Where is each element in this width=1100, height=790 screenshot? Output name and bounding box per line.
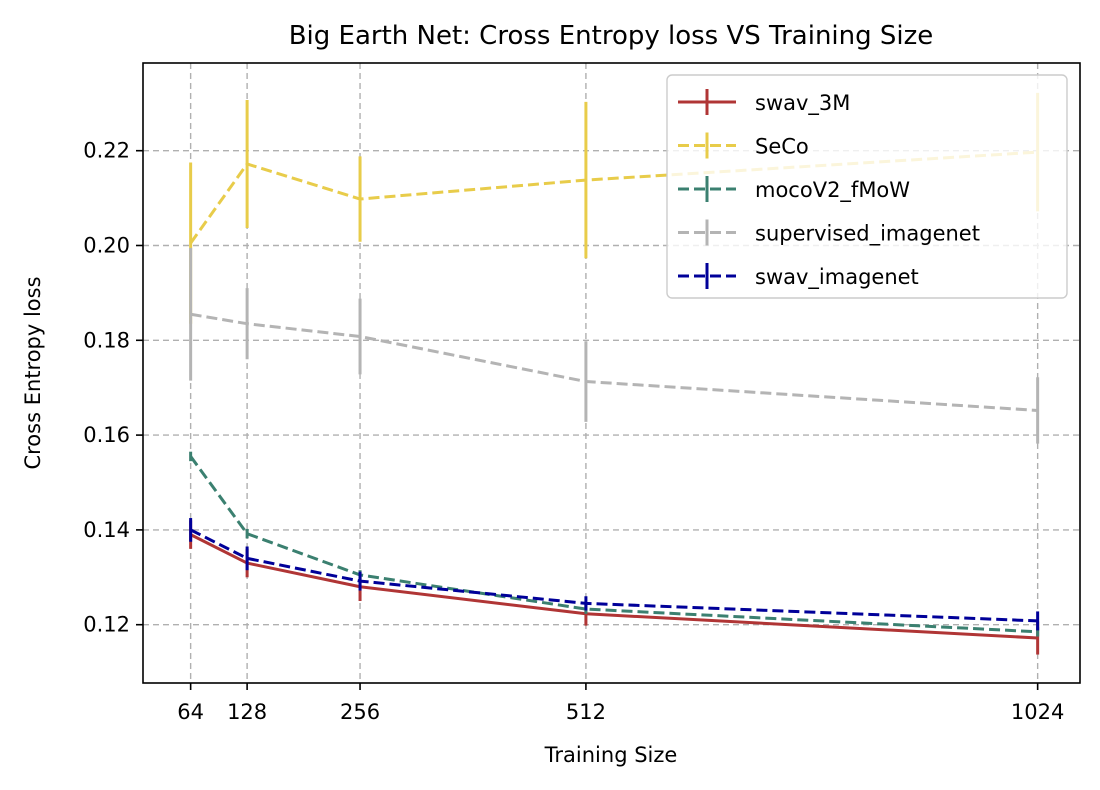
legend-box (666, 74, 1068, 299)
series-swav_imagenet (189, 518, 1040, 631)
legend-entry: supervised_imagenet (678, 219, 980, 247)
series-line (189, 533, 1038, 640)
y-tick-label: 0.18 (83, 328, 130, 352)
x-tick-label: 128 (227, 700, 267, 724)
legend-label: swav_imagenet (755, 265, 919, 290)
legend-entry: SeCo (678, 132, 809, 159)
legend-label: SeCo (755, 135, 809, 159)
series-supervised_imagenet (189, 247, 1040, 444)
y-axis-label: Cross Entropy loss (21, 276, 45, 469)
legend-label: swav_3M (755, 91, 850, 116)
x-tick-label: 64 (177, 700, 204, 724)
x-tick-label: 256 (340, 700, 380, 724)
legend-entry: swav_imagenet (678, 263, 919, 290)
y-tick-label: 0.16 (83, 423, 130, 447)
chart-title: Big Earth Net: Cross Entropy loss VS Tra… (289, 21, 934, 51)
y-tick-label: 0.14 (83, 518, 130, 542)
legend-entry: swav_3M (678, 89, 850, 116)
x-tick-label: 1024 (1011, 700, 1064, 724)
legend-entry: mocoV2_fMoW (678, 176, 910, 203)
y-tick-label: 0.12 (83, 613, 130, 637)
series-swav_3M (189, 520, 1040, 655)
series-line (190, 312, 1038, 412)
x-axis-label: Training Size (544, 743, 678, 767)
legend: swav_3M SeCo mocoV2_fMoW supervised_imagene… (666, 74, 1068, 299)
legend-label: supervised_imagenet (755, 222, 980, 247)
series-layer (189, 92, 1040, 655)
series-SeCo (189, 92, 1040, 324)
axis-ticks: 64 128 256 512 1024 0.12 0.14 0.16 0.18 0.20 0.22 (83, 139, 1064, 724)
series-mocoV2_fMoW (189, 451, 1040, 637)
series-line (189, 528, 1038, 623)
x-tick-label: 512 (566, 700, 606, 724)
plot-frame (142, 62, 1081, 684)
legend-label: mocoV2_fMoW (755, 178, 910, 203)
y-tick-label: 0.20 (83, 233, 130, 257)
y-tick-label: 0.22 (83, 139, 130, 163)
